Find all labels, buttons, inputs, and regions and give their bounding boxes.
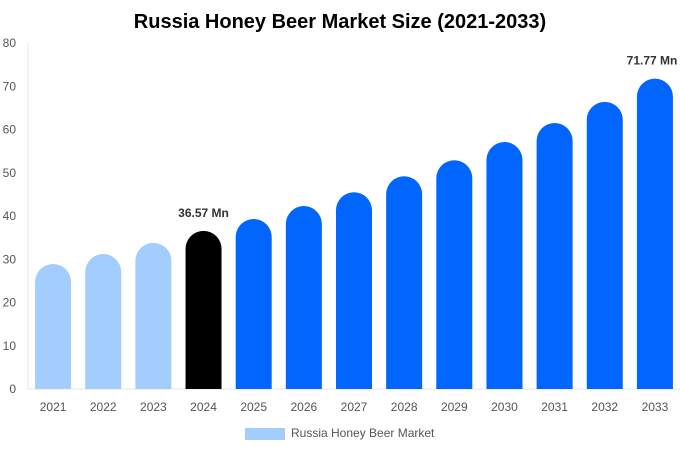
x-tick-label: 2026: [290, 400, 317, 414]
y-tick-label: 10: [3, 339, 17, 353]
y-tick-label: 20: [3, 296, 17, 310]
legend-label[interactable]: Russia Honey Beer Market: [291, 426, 435, 440]
x-tick-label: 2025: [240, 400, 267, 414]
y-tick-label: 0: [9, 382, 16, 396]
x-tick-label: 2027: [341, 400, 368, 414]
x-tick-label: 2022: [90, 400, 117, 414]
bar-2025[interactable]: [235, 219, 272, 389]
data-label: 36.57 Mn: [178, 206, 229, 220]
x-tick-label: 2024: [190, 400, 217, 414]
y-tick-label: 60: [3, 123, 17, 137]
bar-2022[interactable]: [85, 254, 122, 389]
y-tick-label: 80: [3, 36, 17, 50]
bar-2030[interactable]: [486, 142, 523, 389]
x-tick-label: 2033: [642, 400, 669, 414]
x-tick-label: 2030: [491, 400, 518, 414]
bar-2026[interactable]: [285, 206, 322, 389]
x-tick-label: 2028: [391, 400, 418, 414]
bar-2033[interactable]: [636, 78, 673, 389]
bar-2028[interactable]: [386, 176, 423, 389]
bar-2024[interactable]: [185, 230, 222, 389]
bar-2031[interactable]: [536, 123, 573, 389]
y-tick-label: 70: [3, 79, 17, 93]
bar-2021[interactable]: [35, 264, 72, 389]
bar-2023[interactable]: [135, 242, 172, 389]
x-tick-label: 2023: [140, 400, 167, 414]
legend-swatch[interactable]: [245, 428, 285, 440]
bar-2027[interactable]: [336, 192, 372, 389]
y-tick-label: 40: [3, 209, 17, 223]
chart-title: Russia Honey Beer Market Size (2021-2033…: [134, 11, 546, 33]
y-tick-label: 50: [3, 166, 17, 180]
x-tick-label: 2032: [591, 400, 618, 414]
x-tick-label: 2021: [40, 400, 67, 414]
x-tick-label: 2029: [441, 400, 468, 414]
data-label: 71.77 Mn: [627, 54, 678, 68]
bar-2032[interactable]: [586, 101, 623, 389]
x-tick-label: 2031: [541, 400, 568, 414]
y-tick-label: 30: [3, 252, 17, 266]
bar-2029[interactable]: [436, 160, 473, 389]
